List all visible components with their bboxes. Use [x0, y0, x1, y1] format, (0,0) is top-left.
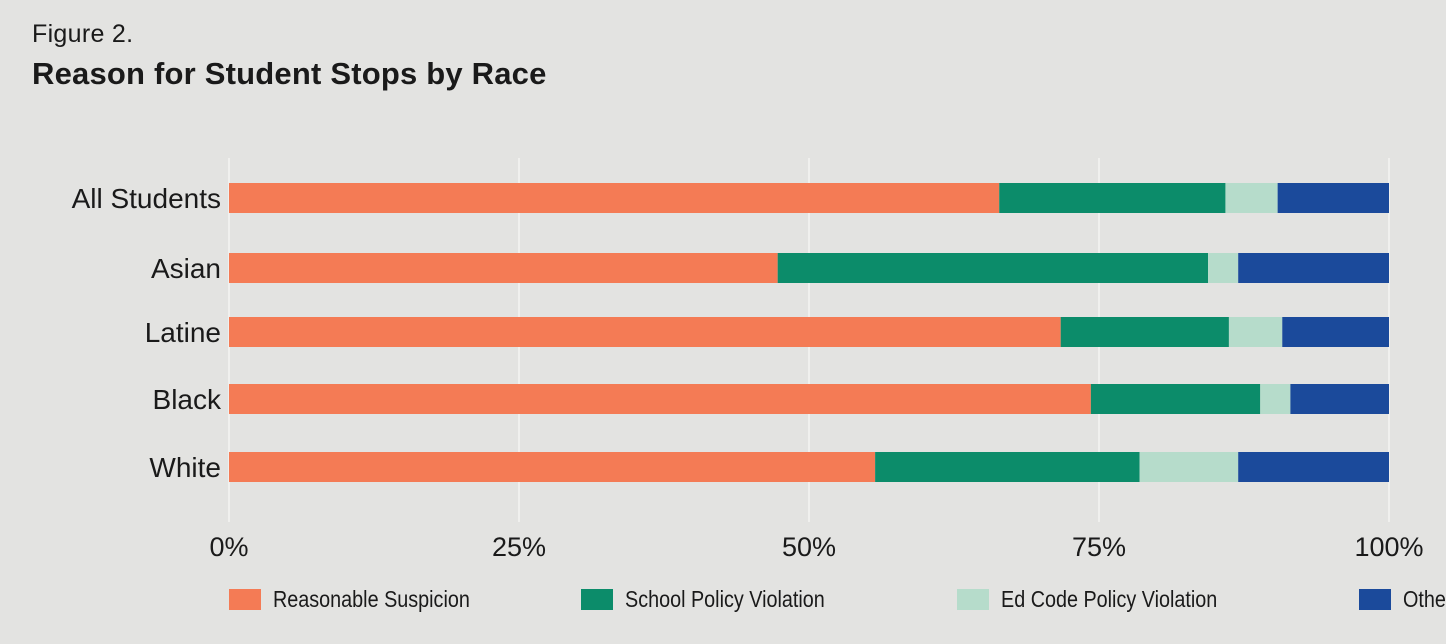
bar-segment-0-2: [1225, 183, 1278, 213]
chart-title: Reason for Student Stops by Race: [32, 56, 547, 91]
category-label-2: Latine: [145, 317, 221, 348]
bar-segment-1-2: [1208, 253, 1239, 283]
legend-label-0: Reasonable Suspicion: [273, 586, 470, 612]
category-label-3: Black: [153, 384, 222, 415]
figure-label: Figure 2.: [32, 20, 134, 48]
legend-swatch-2: [957, 589, 989, 610]
legend-swatch-1: [581, 589, 613, 610]
bar-segment-3-3: [1290, 384, 1389, 414]
bar-segment-4-0: [229, 452, 876, 482]
bars: [229, 183, 1389, 482]
category-labels: All Students Asian Latine Black White: [72, 183, 222, 483]
legend-item-2: Ed Code Policy Violation: [957, 586, 1295, 613]
legend-item-1: School Policy Violation: [581, 586, 887, 613]
legend-item-3: Other: [1359, 586, 1446, 613]
bar-segment-3-0: [229, 384, 1091, 414]
bar-segment-3-1: [1090, 384, 1261, 414]
category-label-1: Asian: [151, 253, 221, 284]
legend-item-0: Reasonable Suspicion: [229, 586, 523, 613]
legend-swatch-0: [229, 589, 261, 610]
x-tick-label-4: 100%: [1354, 532, 1423, 562]
bar-segment-1-3: [1238, 253, 1389, 283]
bar-segment-1-1: [777, 253, 1209, 283]
bar-segment-0-1: [999, 183, 1226, 213]
legend-label-3: Other: [1403, 586, 1446, 612]
x-tick-label-0: 0%: [209, 532, 248, 562]
x-axis-tick-labels: 0% 25% 50% 75% 100%: [209, 532, 1423, 562]
bar-segment-2-0: [229, 317, 1061, 347]
x-tick-label-1: 25%: [492, 532, 546, 562]
bar-segment-4-3: [1238, 452, 1389, 482]
bar-segment-3-2: [1260, 384, 1291, 414]
bar-segment-4-1: [875, 452, 1140, 482]
x-tick-label-3: 75%: [1072, 532, 1126, 562]
bar-segment-2-2: [1228, 317, 1283, 347]
bar-segment-2-3: [1282, 317, 1389, 347]
legend: Reasonable Suspicion School Policy Violat…: [229, 586, 1446, 613]
legend-swatch-3: [1359, 589, 1391, 610]
bar-segment-0-0: [229, 183, 1000, 213]
bar-segment-1-0: [229, 253, 778, 283]
bar-segment-4-2: [1139, 452, 1239, 482]
bar-segment-0-3: [1277, 183, 1389, 213]
legend-label-2: Ed Code Policy Violation: [1001, 586, 1218, 612]
legend-label-1: School Policy Violation: [625, 586, 825, 612]
category-label-4: White: [149, 452, 221, 483]
bar-segment-2-1: [1060, 317, 1229, 347]
x-tick-label-2: 50%: [782, 532, 836, 562]
category-label-0: All Students: [72, 183, 221, 214]
